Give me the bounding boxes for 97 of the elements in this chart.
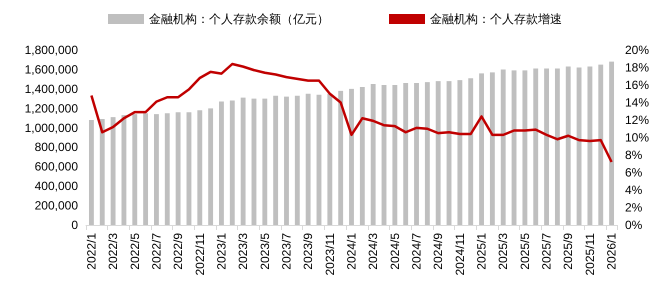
x-tick-label: 2024/5 <box>388 232 402 270</box>
bar <box>512 70 516 225</box>
x-tick-label: 2022/7 <box>149 232 164 270</box>
x-tick-label: 2022/1 <box>84 232 98 270</box>
bar <box>154 114 159 225</box>
bar <box>554 68 560 225</box>
y2-tick-label: 20% <box>625 43 650 57</box>
bar <box>338 90 344 225</box>
bar <box>576 68 582 225</box>
bar <box>436 81 441 225</box>
x-tick-label: 2024/7 <box>410 232 424 270</box>
x-tick-label: 2025/9 <box>561 232 576 270</box>
bar <box>533 68 538 225</box>
bar <box>143 113 148 225</box>
bar <box>490 72 495 225</box>
x-tick-label: 2025/11 <box>582 232 597 276</box>
x-tick-label: 2024/11 <box>452 232 467 276</box>
x-tick-label: 2023/9 <box>301 232 316 270</box>
bar <box>284 96 289 225</box>
bar <box>294 96 300 225</box>
bar <box>240 98 246 225</box>
bar <box>176 112 181 225</box>
bar <box>316 94 322 225</box>
x-tick-label: 2023/1 <box>214 232 228 270</box>
x-tick-label: 2025/5 <box>518 232 532 270</box>
y2-tick-label: 12% <box>625 113 650 127</box>
x-tick-label: 2026/1 <box>604 232 619 270</box>
x-tick-label: 2022/11 <box>192 232 207 276</box>
bar <box>186 112 192 225</box>
bar <box>446 81 452 225</box>
y2-tick-label: 6% <box>625 166 643 180</box>
x-tick-label: 2022/3 <box>106 232 120 270</box>
y-tick-label: 1,600,000 <box>24 62 78 76</box>
x-tick-label: 2025/7 <box>540 232 554 270</box>
bar <box>262 98 268 225</box>
bar <box>424 82 430 225</box>
bar <box>500 69 506 225</box>
bar <box>382 85 386 225</box>
bar <box>609 62 614 225</box>
bar <box>370 84 376 225</box>
bar <box>306 94 311 225</box>
y-tick-label: 1,000,000 <box>24 120 78 135</box>
y2-tick-label: 18% <box>625 60 650 74</box>
x-tick-label: 2023/11 <box>322 232 337 276</box>
bar <box>522 70 528 225</box>
bar <box>392 85 398 225</box>
bar <box>468 78 474 225</box>
y-tick-label: 1,400,000 <box>24 82 78 96</box>
bar <box>132 114 138 225</box>
bar <box>349 88 354 225</box>
bar <box>252 98 256 225</box>
bar <box>403 83 408 225</box>
bar <box>360 86 365 225</box>
x-tick-label: 2025/1 <box>474 232 489 270</box>
bar <box>197 110 202 225</box>
bar <box>566 66 571 225</box>
y-tick-label: 800,000 <box>34 140 78 154</box>
legend-label: 金融机构：个人存款余额（亿元） <box>149 12 329 26</box>
y2-tick-label: 8% <box>625 148 643 162</box>
y2-tick-label: 10% <box>625 130 650 144</box>
x-tick-label: 2024/3 <box>366 232 380 270</box>
bar <box>88 120 94 225</box>
y-tick-label: 0 <box>71 218 78 232</box>
bar <box>479 73 484 225</box>
bar <box>164 113 170 225</box>
bar <box>219 102 224 225</box>
y-tick-label: 400,000 <box>34 179 78 194</box>
y2-tick-label: 14% <box>625 96 650 110</box>
bar <box>121 115 126 225</box>
bar <box>457 80 462 225</box>
x-tick-label: 2023/5 <box>258 232 272 270</box>
x-tick-label: 2023/7 <box>279 232 294 270</box>
y-tick-label: 600,000 <box>34 160 78 174</box>
bar <box>208 108 214 225</box>
bar <box>587 66 592 225</box>
y2-tick-label: 2% <box>625 200 643 214</box>
bar <box>327 94 332 225</box>
y2-tick-label: 4% <box>625 183 643 197</box>
bar <box>110 117 116 225</box>
y-tick-label: 200,000 <box>34 198 78 213</box>
bar <box>230 100 235 225</box>
y-tick-label: 1,800,000 <box>24 43 78 57</box>
y2-tick-label: 16% <box>625 78 650 92</box>
bar <box>598 64 604 225</box>
legend-label: 金融机构：个人存款增速 <box>430 12 562 26</box>
line-series <box>90 62 613 164</box>
x-tick-label: 2025/3 <box>496 232 510 270</box>
bar <box>273 96 278 225</box>
y2-tick-label: 0% <box>625 218 643 232</box>
bar <box>544 68 549 225</box>
x-tick-label: 2024/9 <box>431 232 446 270</box>
x-tick-label: 2023/3 <box>236 232 250 270</box>
x-tick-label: 2022/9 <box>171 232 186 270</box>
x-tick-label: 2022/5 <box>128 232 142 270</box>
x-tick-label: 2024/1 <box>344 232 358 270</box>
bar <box>414 83 419 225</box>
y-tick-label: 1,200,000 <box>24 101 78 116</box>
